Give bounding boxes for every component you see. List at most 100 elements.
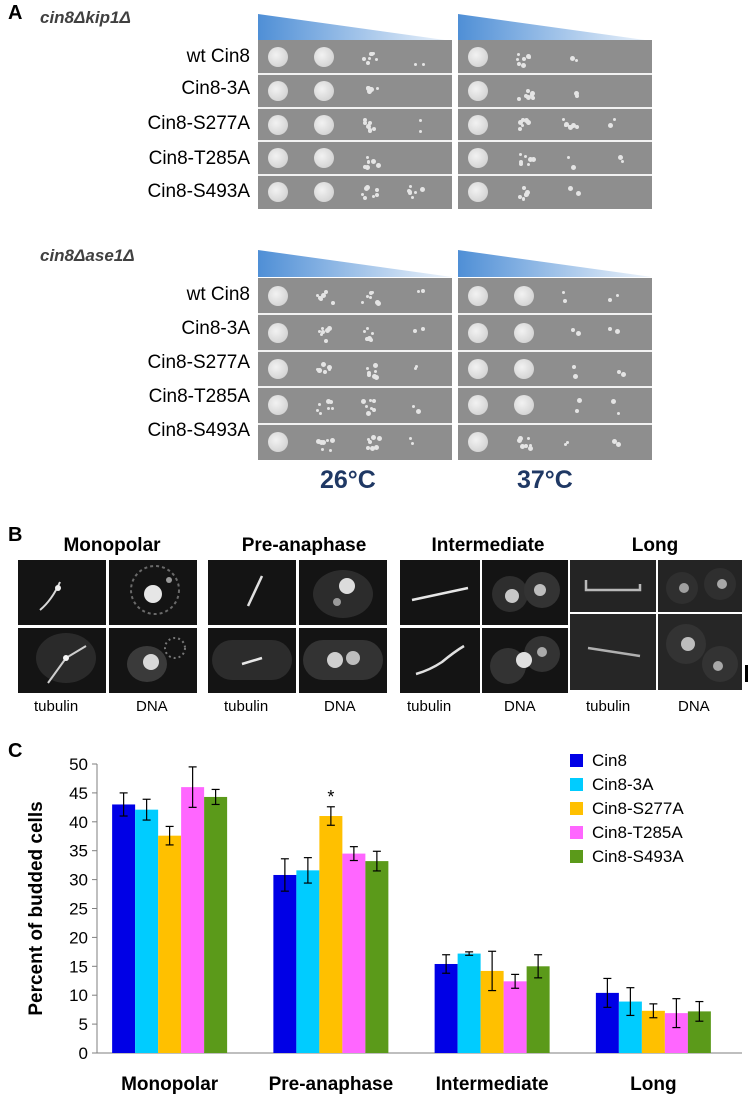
dilution-wedge-37c-screen-1 bbox=[458, 14, 652, 41]
colony-spot bbox=[375, 163, 381, 169]
colony-spot bbox=[366, 438, 370, 442]
colony-spot bbox=[326, 364, 332, 370]
bar-chart: 0 5 10 15 20 25 30 35 40 45 50 Percent of budded ce… bbox=[26, 751, 742, 1095]
colony-spot bbox=[329, 399, 333, 404]
colony-spot bbox=[369, 398, 373, 402]
plate-row-separator bbox=[258, 313, 452, 316]
bar bbox=[342, 853, 366, 1053]
colony-spot bbox=[371, 52, 375, 56]
colony-spot bbox=[316, 294, 320, 298]
colony-spot bbox=[524, 444, 529, 449]
bar bbox=[181, 787, 205, 1053]
colony-spot bbox=[468, 148, 488, 169]
colony-spot bbox=[361, 398, 367, 404]
colony-spot bbox=[568, 186, 574, 192]
bar bbox=[480, 970, 504, 1053]
colony-spot bbox=[365, 164, 371, 170]
colony-spot bbox=[571, 327, 576, 332]
colony-spot bbox=[362, 118, 367, 123]
colony-spot bbox=[313, 46, 334, 67]
colony-spot bbox=[365, 410, 371, 416]
caption-intermediate-dna: DNA bbox=[504, 698, 536, 715]
colony-spot bbox=[520, 117, 525, 122]
colony-spot bbox=[365, 367, 369, 371]
micrograph-preanaphase-tubulin-1 bbox=[208, 560, 296, 625]
colony-spot bbox=[518, 120, 524, 126]
colony-spot bbox=[268, 431, 288, 452]
colony-spot bbox=[375, 188, 380, 193]
x-category-label: Intermediate bbox=[436, 1074, 549, 1095]
colony-spot bbox=[368, 295, 372, 299]
colony-spot bbox=[365, 295, 369, 299]
micrograph-monopolar-tubulin-1 bbox=[18, 560, 106, 625]
bar bbox=[618, 1001, 642, 1053]
micrograph-preanaphase-dna-1 bbox=[299, 560, 387, 625]
colony-spot bbox=[524, 155, 528, 159]
colony-spot bbox=[519, 160, 524, 165]
colony-spot bbox=[528, 157, 534, 163]
y-tick-label: 25 bbox=[69, 900, 88, 919]
colony-spot bbox=[513, 395, 534, 416]
colony-spot bbox=[530, 156, 536, 162]
colony-spot bbox=[366, 85, 371, 90]
colony-spot bbox=[366, 123, 372, 129]
strain-label-s2-s277a: Cin8-S277A bbox=[147, 352, 250, 373]
y-tick-label: 40 bbox=[69, 813, 88, 832]
micrograph-long-tubulin-2 bbox=[570, 614, 656, 690]
colony-spot bbox=[374, 299, 380, 305]
colony-spot bbox=[468, 182, 488, 203]
colony-spot bbox=[573, 90, 579, 96]
colony-spot bbox=[523, 93, 528, 98]
colony-spot bbox=[528, 444, 532, 448]
bar bbox=[296, 870, 320, 1053]
colony-spot bbox=[409, 436, 413, 440]
micrograph-preanaphase-tubulin-2 bbox=[208, 628, 296, 693]
colony-spot bbox=[612, 438, 618, 444]
strain-label-s2-3a: Cin8-3A bbox=[181, 318, 250, 339]
plate-row-separator bbox=[258, 349, 452, 352]
colony-spot bbox=[268, 80, 288, 101]
caption-intermediate-tubulin: tubulin bbox=[407, 698, 452, 715]
colony-spot bbox=[370, 331, 374, 335]
colony-spot bbox=[520, 444, 526, 450]
micrograph-intermediate-dna-2 bbox=[482, 628, 568, 693]
legend-label: Cin8-T285A bbox=[592, 823, 683, 842]
colony-spot bbox=[468, 359, 488, 379]
colony-spot bbox=[331, 407, 335, 411]
colony-spot bbox=[562, 298, 567, 303]
colony-spot bbox=[468, 431, 488, 452]
colony-spot bbox=[420, 327, 425, 332]
colony-spot bbox=[413, 367, 417, 371]
colony-spot bbox=[575, 93, 580, 98]
micrograph-monopolar-dna-1 bbox=[109, 560, 197, 625]
colony-spot bbox=[575, 59, 579, 63]
colony-spot bbox=[564, 443, 568, 447]
micrograph-intermediate-dna-1 bbox=[482, 560, 568, 625]
y-tick-label: 45 bbox=[69, 784, 88, 803]
dilution-wedge-37c-screen-2 bbox=[458, 250, 652, 277]
genotype-label-screen-2: cin8Δase1Δ bbox=[40, 246, 135, 265]
chart-axes: 0 5 10 15 20 25 30 35 40 45 50 Percent of budded ce… bbox=[26, 755, 742, 1063]
temperature-label-37c: 37°C bbox=[517, 466, 573, 494]
colony-spot bbox=[575, 191, 581, 197]
colony-spot bbox=[521, 124, 525, 128]
colony-spot bbox=[372, 408, 377, 413]
colony-spot bbox=[576, 398, 582, 404]
colony-spot bbox=[413, 63, 417, 67]
colony-spot bbox=[363, 330, 367, 334]
colony-spot bbox=[516, 62, 521, 67]
plate-row-separator bbox=[258, 174, 452, 177]
colony-spot bbox=[568, 125, 574, 131]
plate-row-separator bbox=[458, 313, 652, 316]
colony-spot bbox=[610, 399, 616, 405]
plate-row-separator bbox=[458, 140, 652, 143]
plate-row-separator bbox=[258, 106, 452, 109]
caption-monopolar-tubulin: tubulin bbox=[34, 698, 79, 715]
colony-spot bbox=[371, 290, 375, 294]
colony-spot bbox=[576, 331, 582, 337]
colony-spot bbox=[313, 148, 334, 169]
x-category-label: Long bbox=[630, 1074, 676, 1095]
colony-spot bbox=[324, 289, 329, 294]
colony-spot bbox=[570, 123, 576, 129]
colony-spot bbox=[366, 335, 372, 341]
